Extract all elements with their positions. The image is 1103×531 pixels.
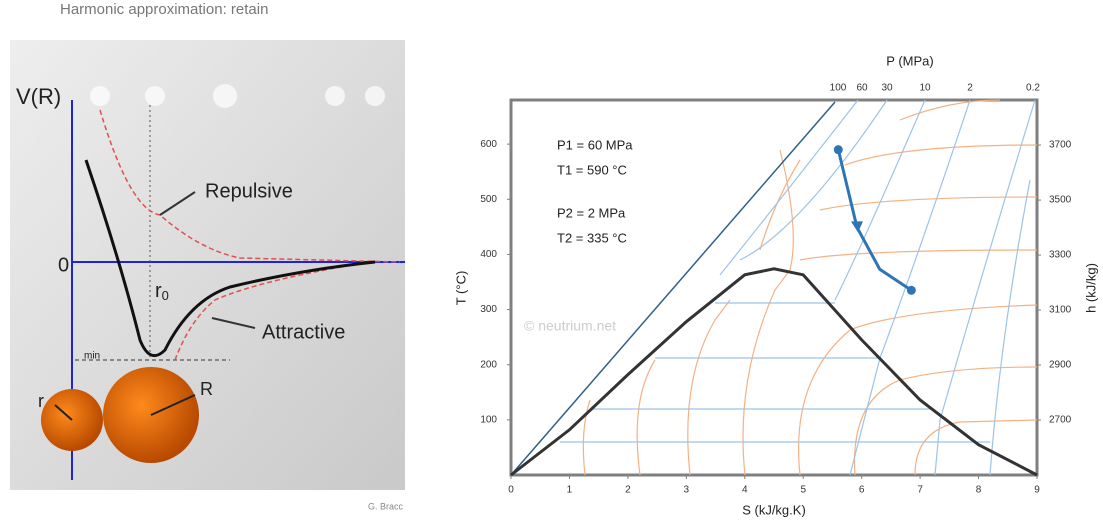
x-tick-label: 8: [976, 485, 982, 496]
process-point: [906, 285, 916, 295]
x-label: S (kJ/kg.K): [742, 502, 806, 517]
isoline: [849, 99, 971, 476]
r0-sub: 0: [162, 288, 169, 303]
atom-icon: [325, 86, 345, 106]
pressure-label: 2: [967, 83, 973, 94]
watermark: © neutrium.net: [524, 318, 616, 334]
y2-tick-label: 2700: [1049, 415, 1072, 426]
isoline: [582, 399, 591, 476]
isoline: [742, 149, 794, 476]
left-figure: Harmonic approximation: retain V(R) 0 r0…: [10, 1, 405, 511]
radius: [54, 404, 73, 421]
pressure-label: 100: [830, 83, 847, 94]
atom-icon: [145, 86, 165, 106]
atom-icon: [365, 86, 385, 106]
atom-icon: [90, 86, 110, 106]
direction-arrow: [850, 221, 863, 233]
x-tick-label: 7: [917, 485, 923, 496]
x-tick-label: 1: [567, 485, 573, 496]
attractive-curve: [174, 261, 371, 361]
isoline: [914, 419, 1038, 476]
radius: [150, 394, 196, 416]
process-point: [833, 145, 843, 155]
x-tick-label: 0: [508, 485, 514, 496]
attractive-label: Attractive: [262, 321, 345, 343]
isoline: [797, 304, 1038, 476]
x-tick-label: 4: [742, 485, 748, 496]
pointer: [159, 191, 196, 216]
isoline: [739, 99, 888, 261]
pressure-label: 30: [881, 83, 893, 94]
y-tick-label: 600: [480, 139, 497, 150]
y2-tick-label: 3300: [1049, 250, 1072, 261]
x-tick-label: 9: [1034, 485, 1040, 496]
header: Harmonic approximation: retain: [60, 1, 268, 18]
x-tick-label: 2: [625, 485, 631, 496]
annotation: P2 = 2 MPa: [557, 205, 626, 220]
annotation: T1 = 590 °C: [557, 162, 627, 177]
ts-chart: © neutrium.net P (MPa) 100 60 30 10 2 0.…: [453, 53, 1098, 517]
pointer: [211, 317, 256, 329]
isoline: [934, 99, 1036, 476]
isoline: [899, 99, 1001, 121]
y2-tick-label: 2900: [1049, 360, 1072, 371]
min-label: min: [84, 351, 100, 362]
pressure-label: 0.2: [1026, 83, 1040, 94]
x-tick-label: 6: [859, 485, 865, 496]
credit: G. Bracc: [368, 501, 404, 511]
isoline: [989, 179, 1031, 476]
y-label: T (°C): [453, 271, 468, 306]
isoline: [844, 144, 1038, 166]
critical-isobar: [510, 101, 836, 476]
y2-tick-label: 3700: [1049, 140, 1072, 151]
top-label: P (MPa): [886, 53, 933, 68]
saturation-dome: [510, 267, 1038, 477]
y-tick-label: 100: [480, 414, 497, 425]
pressure-label: 10: [919, 83, 931, 94]
annotation: T2 = 335 °C: [557, 230, 627, 245]
potential-curve: [84, 159, 376, 358]
y-tick-label: 500: [480, 194, 497, 205]
y2-label: h (kJ/kg): [1083, 263, 1098, 313]
y-tick-label: 300: [480, 304, 497, 315]
pressure-label: 60: [856, 83, 868, 94]
x-tick-label: 5: [800, 485, 806, 496]
annotation: P1 = 60 MPa: [557, 137, 633, 152]
x-tick-label: 3: [684, 485, 690, 496]
repulsive-label: Repulsive: [205, 180, 293, 202]
plot-frame: [509, 98, 1039, 477]
isoline: [834, 99, 926, 301]
y-tick-label: 400: [480, 249, 497, 260]
r0: r: [155, 280, 162, 302]
y2-tick-label: 3500: [1049, 195, 1072, 206]
y-tick-label: 200: [480, 359, 497, 370]
zero-label: 0: [58, 254, 69, 276]
process-line: [836, 149, 913, 292]
isoline: [687, 299, 731, 476]
y2-tick-label: 3100: [1049, 305, 1072, 316]
big-label: R: [200, 379, 213, 399]
atom-icon: [213, 84, 237, 108]
isoline: [719, 99, 859, 276]
r0-label: r0: [155, 280, 169, 303]
repulsive-curve: [99, 109, 401, 263]
isoline: [799, 249, 1038, 261]
isoline: [819, 196, 1038, 211]
y-label: V(R): [16, 84, 61, 109]
small-label: r: [38, 391, 44, 411]
